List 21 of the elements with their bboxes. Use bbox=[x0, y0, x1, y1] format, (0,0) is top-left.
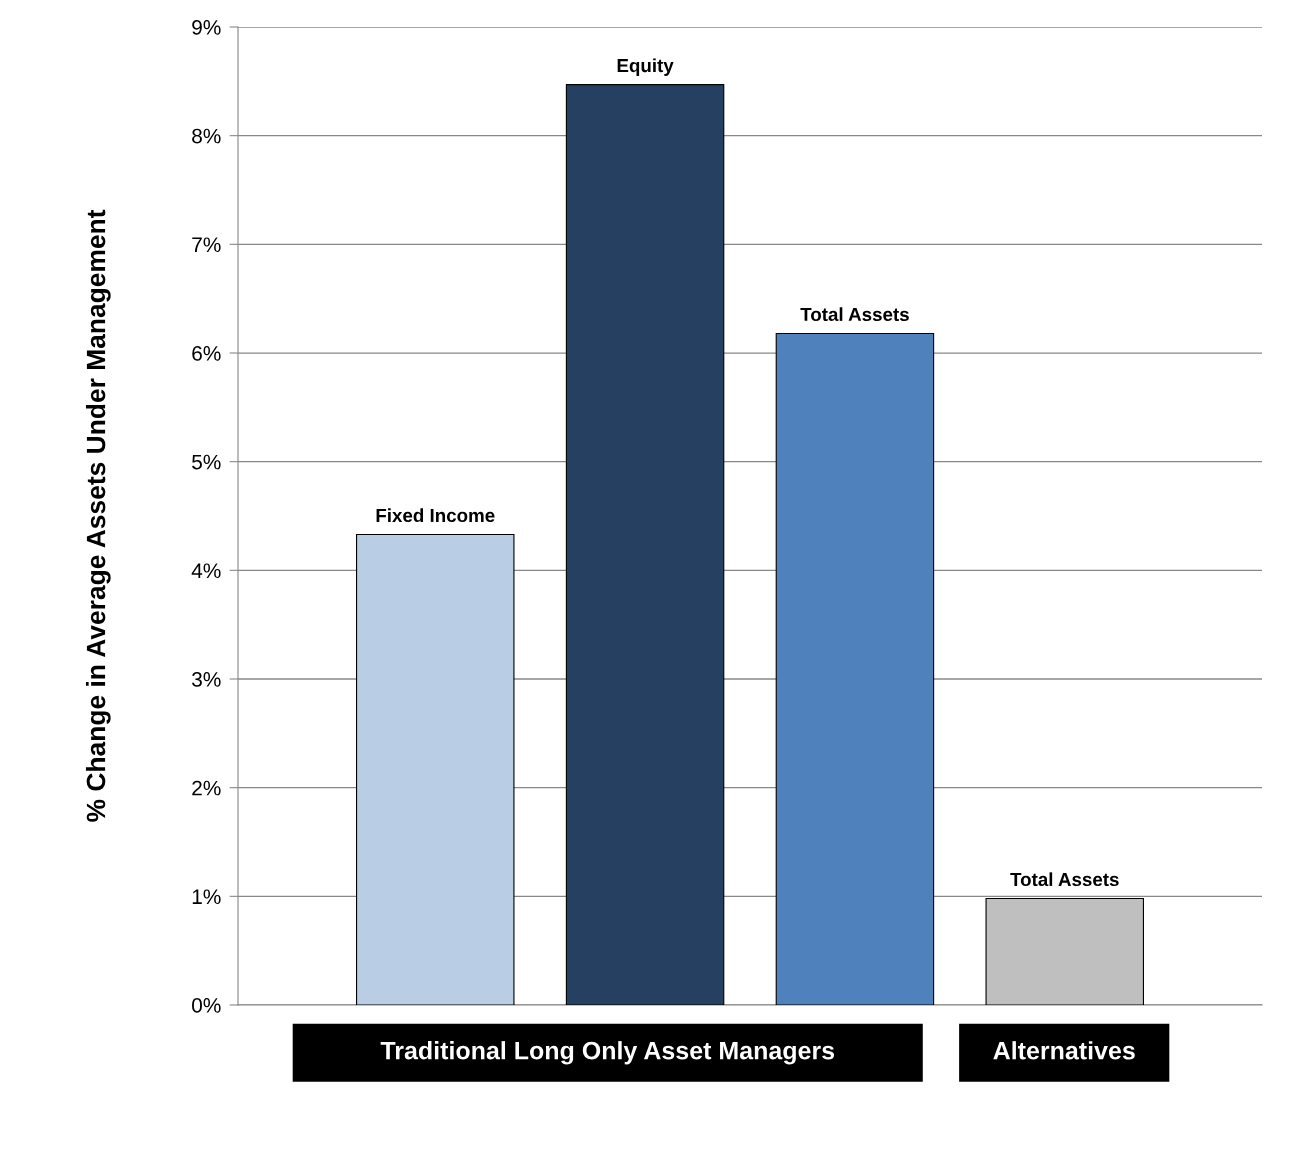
y-tick-label: 2% bbox=[192, 780, 221, 796]
y-tick-label: 8% bbox=[192, 128, 221, 144]
y-tick-label: 9% bbox=[192, 20, 221, 35]
bar bbox=[775, 332, 935, 1005]
x-tick-label: Fixed Income bbox=[376, 508, 495, 523]
y-tick-label: 4% bbox=[191, 563, 221, 579]
x-tick-label: Equity bbox=[617, 58, 674, 76]
x-tick-label: Total Assets bbox=[1010, 872, 1119, 887]
y-tick-label: 1% bbox=[192, 889, 221, 905]
bar bbox=[985, 897, 1144, 1005]
y-axis-title: % Change in Average Assets Under Management bbox=[85, 209, 111, 822]
y-tick-label: 7% bbox=[192, 237, 221, 253]
text: Traditional Long Only Asset Managers bbox=[380, 1041, 835, 1065]
bar bbox=[356, 533, 515, 1005]
text: Alternatives bbox=[993, 1041, 1135, 1060]
y-tick-label: 5% bbox=[192, 454, 221, 470]
y-tick-label: 6% bbox=[192, 346, 221, 361]
y-tick-label: 0% bbox=[192, 998, 221, 1013]
y-tick-label: 3% bbox=[192, 672, 221, 687]
bar bbox=[565, 84, 725, 1005]
x-tick-label: Total Assets bbox=[800, 307, 909, 322]
